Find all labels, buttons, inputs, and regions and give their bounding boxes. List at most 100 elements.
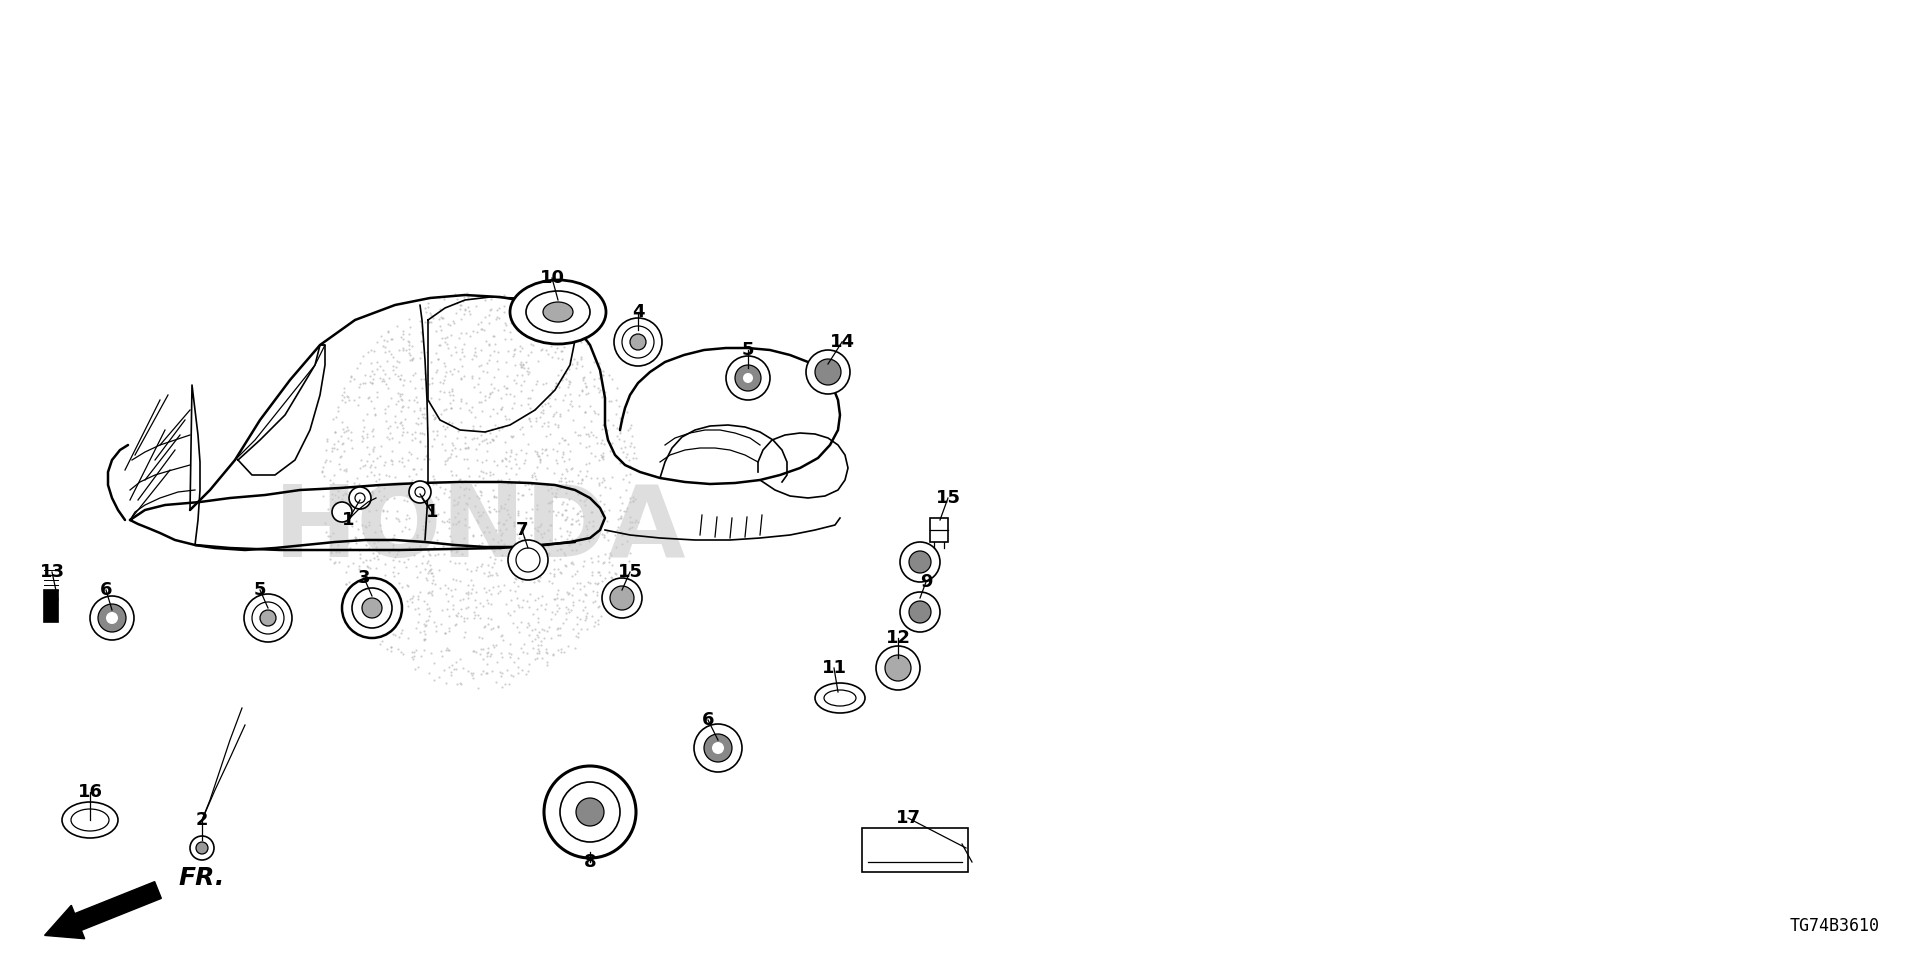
Point — [578, 618, 609, 634]
Point — [438, 661, 468, 677]
Point — [582, 584, 612, 599]
Point — [566, 382, 597, 397]
Point — [351, 406, 382, 421]
Point — [382, 614, 413, 630]
Point — [486, 668, 516, 684]
Point — [463, 630, 493, 645]
Point — [444, 515, 474, 530]
Point — [490, 536, 520, 551]
Point — [351, 426, 382, 442]
Point — [461, 512, 492, 527]
Point — [324, 449, 355, 465]
Point — [595, 480, 626, 495]
Point — [476, 385, 507, 400]
Point — [507, 592, 538, 608]
Point — [332, 388, 363, 403]
Point — [570, 386, 601, 401]
Point — [324, 428, 355, 444]
Point — [540, 317, 570, 332]
Point — [353, 446, 384, 462]
Point — [319, 437, 349, 452]
Point — [543, 436, 574, 451]
Point — [397, 350, 428, 366]
Point — [336, 370, 367, 385]
Point — [371, 345, 401, 360]
Point — [434, 396, 465, 411]
Point — [405, 425, 436, 441]
Point — [344, 561, 374, 576]
Point — [532, 545, 563, 561]
Point — [376, 639, 407, 655]
Point — [367, 633, 397, 648]
Point — [557, 516, 588, 532]
Point — [346, 501, 376, 516]
Circle shape — [614, 318, 662, 366]
Point — [549, 433, 580, 448]
Point — [528, 631, 559, 646]
Point — [540, 391, 570, 406]
Point — [392, 577, 422, 592]
Point — [434, 511, 465, 526]
Point — [505, 383, 536, 398]
Point — [459, 498, 490, 514]
Point — [390, 519, 420, 535]
Point — [348, 555, 378, 570]
Point — [411, 613, 442, 629]
Point — [459, 409, 490, 424]
Point — [545, 473, 576, 489]
Point — [409, 515, 440, 530]
Point — [467, 666, 497, 682]
Point — [561, 514, 591, 529]
Point — [440, 556, 470, 571]
Point — [349, 581, 380, 596]
Point — [399, 483, 430, 498]
Point — [409, 632, 440, 647]
Point — [382, 597, 413, 612]
Point — [492, 596, 522, 612]
Point — [543, 329, 574, 345]
Point — [386, 415, 417, 430]
Point — [478, 482, 509, 497]
Point — [447, 293, 478, 308]
Point — [551, 600, 582, 615]
Point — [486, 627, 516, 642]
Point — [465, 611, 495, 626]
Point — [342, 596, 372, 612]
Point — [543, 379, 574, 395]
Point — [430, 365, 461, 380]
Point — [386, 428, 417, 444]
Point — [357, 486, 388, 501]
Point — [357, 364, 388, 379]
Point — [392, 578, 422, 593]
Point — [516, 467, 547, 482]
Circle shape — [244, 594, 292, 642]
Point — [580, 593, 611, 609]
Point — [501, 446, 532, 462]
Point — [534, 494, 564, 510]
Point — [591, 524, 622, 540]
Point — [490, 676, 520, 691]
Point — [449, 517, 480, 533]
Point — [530, 596, 561, 612]
Point — [428, 538, 459, 553]
Point — [563, 387, 593, 402]
Point — [470, 618, 501, 634]
Point — [340, 530, 371, 545]
Point — [328, 424, 359, 440]
Point — [342, 533, 372, 548]
Point — [515, 657, 545, 672]
Circle shape — [332, 502, 351, 522]
Point — [330, 564, 361, 579]
Point — [449, 502, 480, 517]
Point — [403, 417, 434, 432]
Point — [570, 599, 601, 614]
Point — [497, 297, 528, 312]
Point — [445, 301, 476, 317]
Point — [349, 420, 380, 435]
Point — [384, 389, 415, 404]
Point — [344, 531, 374, 546]
Point — [541, 420, 572, 435]
Point — [541, 455, 572, 470]
Point — [470, 453, 501, 468]
Point — [367, 607, 397, 622]
